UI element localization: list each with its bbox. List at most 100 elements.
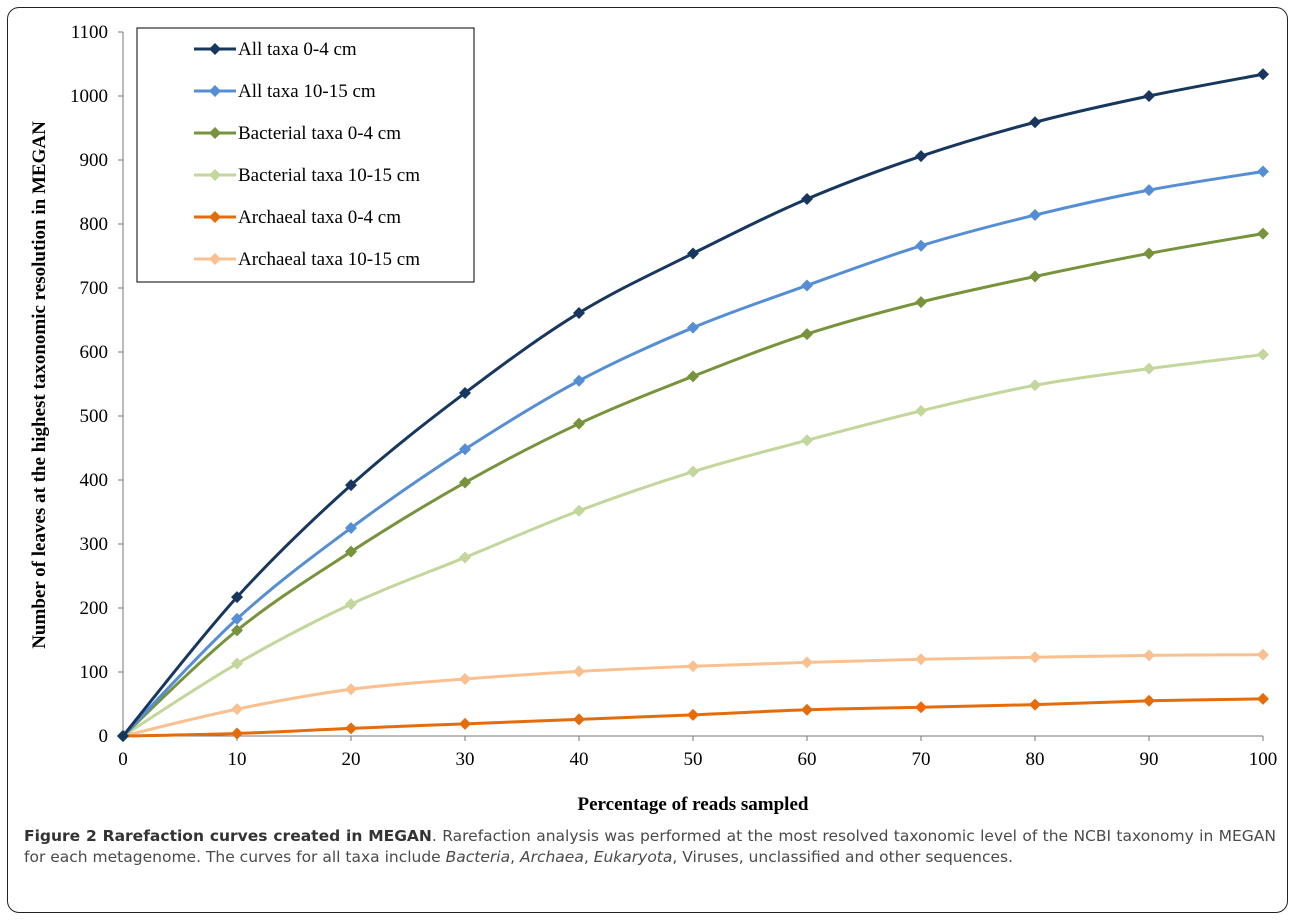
y-tick-label: 100 xyxy=(80,662,109,683)
series-6 xyxy=(117,648,1269,742)
data-point xyxy=(1029,698,1041,711)
x-tick-label: 100 xyxy=(1249,749,1278,770)
legend-swatch-marker xyxy=(209,253,221,265)
series-line xyxy=(122,353,1264,738)
legend-entry: Archaeal taxa 10-15 cm xyxy=(194,249,420,270)
series-2 xyxy=(117,165,1269,742)
data-point xyxy=(687,370,699,383)
data-point xyxy=(1257,68,1269,81)
caption-eukaryota: Eukaryota xyxy=(593,848,673,866)
legend-entry: Bacterial taxa 10-15 cm xyxy=(194,165,420,186)
data-point xyxy=(801,703,813,716)
data-point xyxy=(687,660,699,673)
data-point xyxy=(345,722,357,735)
legend-label: Bacterial taxa 0-4 cm xyxy=(238,123,401,144)
data-point xyxy=(1257,692,1269,705)
x-tick-label: 40 xyxy=(570,749,589,770)
x-tick-label: 90 xyxy=(1140,749,1159,770)
data-point xyxy=(573,504,585,517)
data-point xyxy=(345,522,357,534)
x-tick-label: 60 xyxy=(798,749,817,770)
data-point xyxy=(915,296,927,309)
y-tick-label: 900 xyxy=(80,150,109,171)
data-point xyxy=(117,730,129,742)
legend-swatch-marker xyxy=(209,211,221,223)
y-tick-label: 1000 xyxy=(70,86,108,107)
x-tick-label: 50 xyxy=(684,749,703,770)
data-point xyxy=(687,247,699,260)
data-point xyxy=(573,417,585,430)
data-point xyxy=(459,476,471,489)
legend-label: All taxa 0-4 cm xyxy=(238,39,357,60)
data-point xyxy=(231,657,243,670)
data-point xyxy=(687,708,699,721)
data-point xyxy=(915,239,927,252)
data-point xyxy=(459,673,471,686)
data-point xyxy=(1143,90,1155,102)
figure-caption: Figure 2 Rarefaction curves created in M… xyxy=(24,826,1276,868)
data-point xyxy=(915,404,927,417)
data-point xyxy=(345,479,357,492)
legend-box xyxy=(136,27,475,283)
x-tick-label: 20 xyxy=(342,749,361,770)
data-point xyxy=(1029,209,1041,222)
data-point xyxy=(1029,270,1041,283)
legend-swatch-marker xyxy=(209,127,221,139)
legend-label: Bacterial taxa 10-15 cm xyxy=(238,165,420,186)
data-point xyxy=(1029,116,1041,129)
caption-sep-1: , xyxy=(510,848,520,866)
series-1 xyxy=(117,68,1269,742)
y-tick-label: 400 xyxy=(80,470,109,491)
plot-axes xyxy=(118,31,1264,741)
data-point xyxy=(573,306,585,319)
caption-text-2: , Viruses, unclassified and other sequen… xyxy=(672,848,1014,866)
x-tick-label: 0 xyxy=(118,749,128,770)
x-tick-label: 70 xyxy=(912,749,931,770)
data-point xyxy=(801,279,813,292)
data-point xyxy=(1143,184,1155,197)
data-point xyxy=(1143,649,1155,662)
y-tick-label: 700 xyxy=(80,278,109,299)
data-point xyxy=(231,703,243,716)
legend-label: All taxa 10-15 cm xyxy=(238,81,376,102)
legend-swatch-marker xyxy=(209,85,221,97)
data-point xyxy=(1257,348,1269,361)
data-point xyxy=(1029,651,1041,664)
y-tick-label: 1100 xyxy=(71,22,108,43)
data-point xyxy=(345,545,357,558)
data-point xyxy=(801,656,813,669)
data-point xyxy=(801,434,813,447)
data-point xyxy=(1143,694,1155,707)
series-layer xyxy=(117,68,1269,742)
y-axis-title: Number of leaves at the highest taxonomi… xyxy=(29,121,50,649)
rarefaction-chart: 0 100 200 300 400 500 600 700 800 900 1000 1100 0 10… xyxy=(29,22,1277,815)
x-tick-label: 30 xyxy=(456,749,475,770)
data-point xyxy=(915,150,927,163)
legend-entry: Bacterial taxa 0-4 cm xyxy=(194,123,401,144)
data-point xyxy=(459,551,471,564)
legend-entry: Archaeal taxa 0-4 cm xyxy=(194,207,401,228)
x-tick-labels: 0 10 20 30 40 50 60 70 80 90 100 xyxy=(118,749,1277,770)
x-tick-label: 10 xyxy=(228,749,247,770)
y-tick-label: 500 xyxy=(80,406,109,427)
data-point xyxy=(573,374,585,387)
data-point xyxy=(801,193,813,206)
data-point xyxy=(231,591,243,604)
data-point xyxy=(231,612,243,625)
data-point xyxy=(459,386,471,399)
data-point xyxy=(573,665,585,678)
data-point xyxy=(1029,379,1041,392)
caption-title: Figure 2 Rarefaction curves created in M… xyxy=(24,827,432,845)
y-tick-labels: 0 100 200 300 400 500 600 700 800 900 1000 1100 xyxy=(70,22,108,747)
data-point xyxy=(1257,165,1269,178)
data-point xyxy=(915,701,927,714)
data-point xyxy=(345,598,357,611)
data-point xyxy=(915,653,927,666)
x-axis-title: Percentage of reads sampled xyxy=(578,794,809,815)
legend-label: Archaeal taxa 0-4 cm xyxy=(238,207,401,228)
caption-sep-2: , xyxy=(583,848,594,866)
data-point xyxy=(1257,227,1269,240)
data-point xyxy=(1257,648,1269,661)
data-point xyxy=(345,683,357,696)
data-point xyxy=(801,328,813,341)
